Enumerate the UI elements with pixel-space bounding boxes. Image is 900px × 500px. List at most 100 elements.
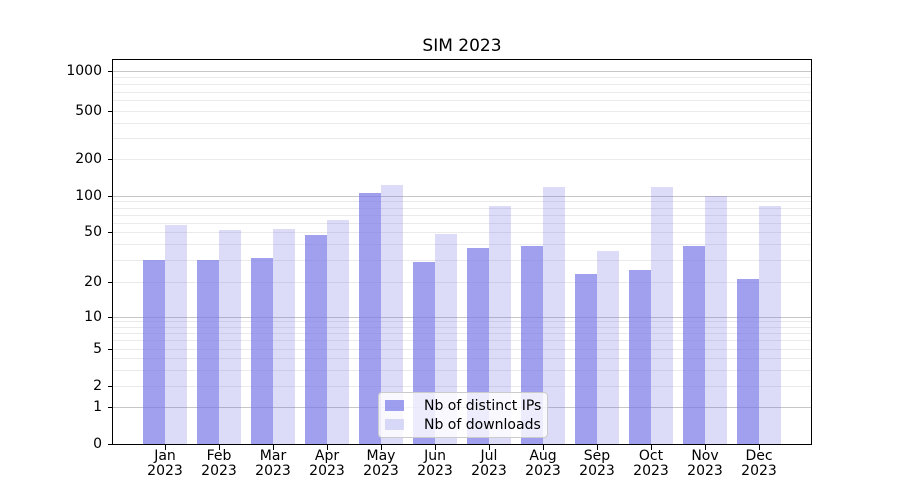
x-tick-label: Jan 2023 — [138, 449, 192, 479]
y-tick-mark — [108, 159, 113, 161]
y-tick-label: 100 — [75, 188, 102, 204]
x-tick-mark — [543, 445, 545, 450]
y-tick-mark — [108, 316, 113, 318]
y-tick-mark — [108, 232, 113, 234]
x-tick-month: Jan — [154, 448, 176, 464]
bar-distinct-ips — [197, 259, 219, 444]
y-tick-mark — [108, 196, 113, 198]
chart-title: SIM 2023 — [422, 36, 502, 56]
gridline-minor — [113, 214, 811, 216]
gridline-minor — [113, 259, 811, 261]
bar-distinct-ips — [305, 235, 327, 444]
gridline-minor — [113, 222, 811, 224]
x-tick-month: Oct — [638, 448, 664, 464]
gridline-minor — [113, 326, 811, 328]
gridline-minor — [113, 111, 811, 112]
x-tick-label: Aug 2023 — [516, 449, 570, 479]
gridline-minor — [113, 122, 811, 124]
y-tick-mark — [108, 71, 113, 73]
gridline-minor — [113, 333, 811, 335]
gridline-minor — [113, 77, 811, 79]
x-tick-label: May 2023 — [354, 449, 408, 479]
bar-downloads — [543, 186, 565, 444]
bar-distinct-ips — [251, 258, 273, 444]
x-tick-label: Jul 2023 — [462, 449, 516, 479]
x-tick-month: Dec — [745, 448, 773, 464]
x-tick-month: May — [366, 448, 396, 464]
bar-distinct-ips — [737, 279, 759, 444]
x-tick-month: Apr — [314, 448, 340, 464]
gridline-minor — [113, 83, 811, 85]
bar-distinct-ips — [359, 193, 381, 444]
x-tick-label: Mar 2023 — [246, 449, 300, 479]
plot-area: Nb of distinct IPs Nb of downloads — [112, 59, 812, 445]
gridline-minor — [113, 282, 811, 283]
legend-row-distinct-ips: Nb of distinct IPs — [385, 398, 547, 414]
bar-downloads — [489, 206, 511, 444]
x-tick-mark — [759, 445, 761, 450]
x-tick-month: Mar — [259, 448, 287, 464]
x-tick-month: Jun — [424, 448, 446, 464]
bar-downloads — [327, 219, 349, 444]
gridline-minor — [113, 207, 811, 209]
x-tick-label: Sep 2023 — [570, 449, 624, 479]
gridline-minor — [113, 369, 811, 371]
y-tick-label: 10 — [84, 308, 102, 325]
y-tick-mark — [108, 111, 113, 113]
x-tick-mark — [435, 445, 437, 450]
y-tick-label: 200 — [75, 151, 102, 167]
y-tick-label: 50 — [84, 224, 102, 240]
y-tick-label: 20 — [84, 274, 102, 290]
gridline-major — [113, 196, 811, 197]
bar-downloads — [435, 234, 457, 444]
legend-label-downloads: Nb of downloads — [424, 416, 541, 433]
gridline-minor — [113, 349, 811, 350]
x-tick-mark — [651, 445, 653, 450]
y-tick-mark — [108, 386, 113, 388]
gridline-minor — [113, 137, 811, 139]
x-tick-month: Nov — [691, 448, 719, 464]
x-tick-month: Jul — [480, 448, 498, 464]
y-tick-label: 5 — [93, 341, 102, 357]
x-tick-label: Dec 2023 — [732, 449, 786, 479]
bar-distinct-ips — [629, 269, 651, 444]
bar-downloads — [759, 205, 781, 444]
gridline-minor — [113, 201, 811, 203]
gridline-minor — [113, 321, 811, 323]
x-tick-year: 2023 — [687, 463, 723, 479]
legend-swatch-distinct-ips — [385, 400, 404, 411]
gridline-major — [113, 71, 811, 72]
y-tick-mark — [108, 444, 113, 446]
legend-label-distinct-ips: Nb of distinct IPs — [424, 397, 542, 414]
x-tick-year: 2023 — [471, 463, 507, 479]
bar-downloads — [381, 184, 403, 444]
bar-distinct-ips — [575, 274, 597, 444]
x-tick-label: Jun 2023 — [408, 449, 462, 479]
y-tick-mark — [108, 407, 113, 409]
bar-downloads — [219, 229, 241, 444]
gridline-minor — [113, 91, 811, 93]
bar-distinct-ips — [683, 245, 705, 444]
x-tick-month: Feb — [206, 448, 232, 464]
x-tick-label: Nov 2023 — [678, 449, 732, 479]
x-tick-year: 2023 — [147, 463, 183, 479]
x-tick-mark — [327, 445, 329, 450]
y-tick-label: 500 — [75, 103, 102, 119]
gridline-minor — [113, 244, 811, 246]
x-tick-mark — [489, 445, 491, 450]
bar-downloads — [165, 225, 187, 444]
gridline-minor — [113, 386, 811, 387]
x-tick-mark — [273, 445, 275, 450]
legend-swatch-downloads — [385, 419, 404, 430]
bar-downloads — [705, 196, 727, 444]
x-tick-year: 2023 — [525, 463, 561, 479]
x-tick-mark — [165, 445, 167, 450]
gridline-minor — [113, 100, 811, 102]
y-tick-mark — [108, 349, 113, 351]
gridline-minor — [113, 340, 811, 342]
y-tick-label: 2 — [93, 378, 102, 394]
x-tick-year: 2023 — [579, 463, 615, 479]
bar-downloads — [597, 251, 619, 444]
x-tick-mark — [597, 445, 599, 450]
bar-downloads — [273, 228, 295, 444]
